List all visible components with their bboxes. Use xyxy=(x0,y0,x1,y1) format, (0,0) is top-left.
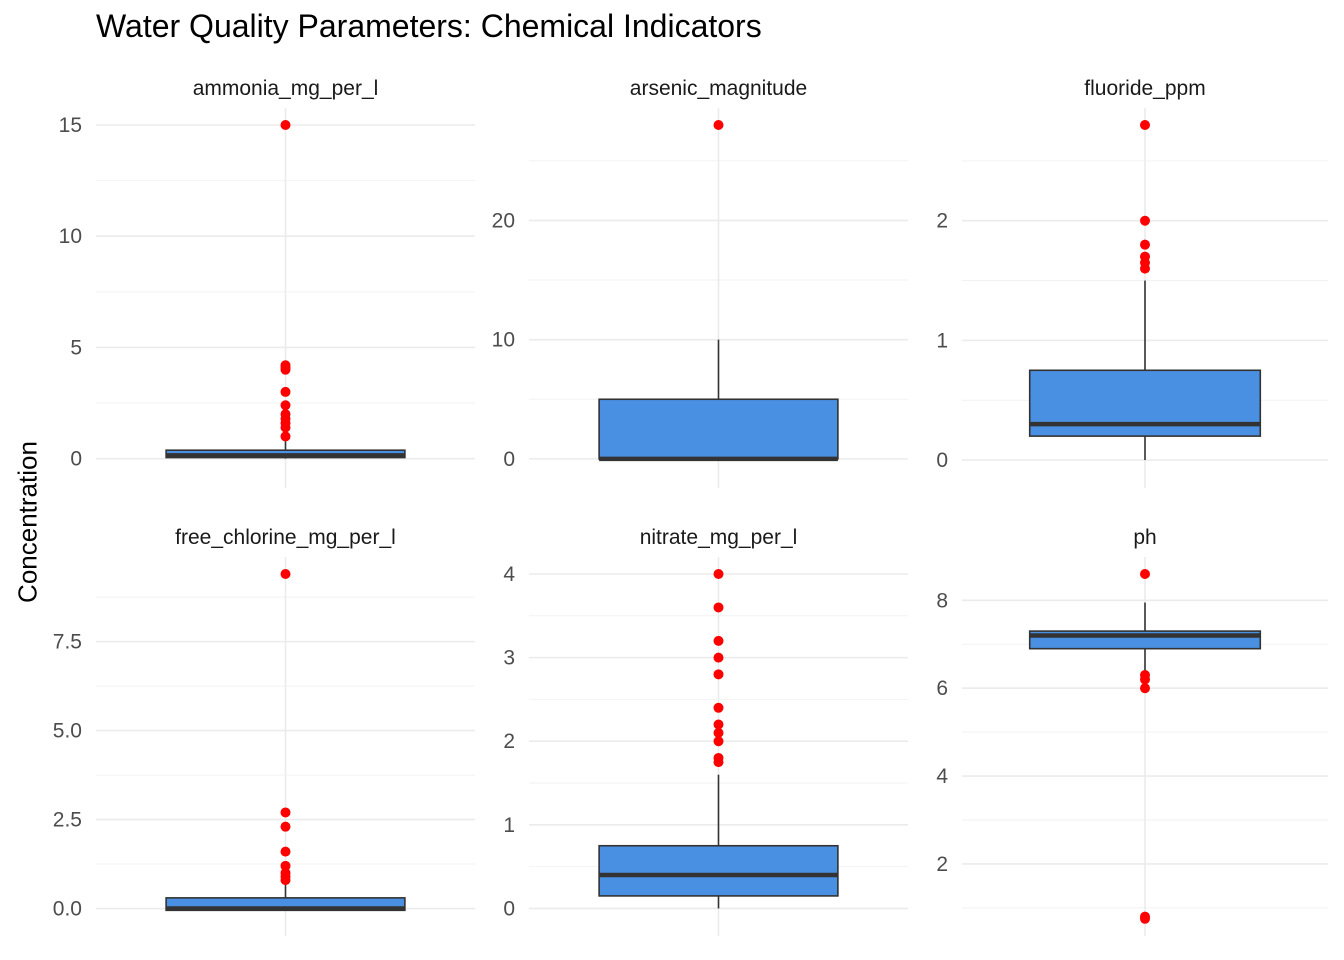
y-tick-label: 8 xyxy=(936,589,948,612)
box xyxy=(598,398,839,460)
y-tick-label: 0 xyxy=(503,897,515,920)
outlier-point xyxy=(1140,683,1150,694)
chart-title: Water Quality Parameters: Chemical Indic… xyxy=(96,8,762,44)
outlier-point xyxy=(280,386,291,397)
facet-nitrate_mg_per_l: nitrate_mg_per_l 0 1 2 3 4 xyxy=(503,526,908,936)
y-tick-label: 2 xyxy=(503,730,515,753)
outlier-point xyxy=(713,669,724,680)
y-tick-label: 1 xyxy=(936,329,948,352)
outlier-point xyxy=(280,422,291,433)
outlier-point xyxy=(1140,569,1150,579)
y-tick-label: 2 xyxy=(936,853,948,876)
y-tick-label: 0.0 xyxy=(53,898,82,921)
outlier-point xyxy=(1140,120,1150,130)
y-tick-label: 10 xyxy=(59,225,82,248)
y-tick-label: 10 xyxy=(492,329,515,352)
facet-ph: ph 2 4 6 8 xyxy=(936,526,1328,936)
facet-label: ammonia_mg_per_l xyxy=(193,77,379,100)
facet-label: nitrate_mg_per_l xyxy=(640,526,798,549)
facet-fluoride_ppm: fluoride_ppm 0 1 2 xyxy=(936,77,1328,488)
outlier-point xyxy=(1140,913,1150,924)
outlier-point xyxy=(1140,674,1150,685)
outlier-point xyxy=(713,120,724,130)
y-tick-label: 2 xyxy=(936,210,948,233)
outlier-point xyxy=(280,807,291,818)
y-tick-label: 1 xyxy=(503,814,515,837)
y-tick-label: 4 xyxy=(936,765,948,788)
y-tick-label: 5 xyxy=(70,336,82,359)
outlier-point xyxy=(1140,239,1150,250)
y-tick-label: 6 xyxy=(936,677,948,700)
outlier-point xyxy=(280,400,291,411)
outlier-point xyxy=(713,569,724,579)
facet-label: arsenic_magnitude xyxy=(630,77,807,100)
outlier-point xyxy=(713,652,724,663)
y-tick-label: 20 xyxy=(492,209,515,232)
outlier-point xyxy=(1140,263,1150,274)
facet-free_chlorine_mg_per_l: free_chlorine_mg_per_l 0.0 2.5 5.0 7.5 xyxy=(53,526,475,936)
y-tick-label: 2.5 xyxy=(53,809,82,832)
facet-label: ph xyxy=(1133,526,1156,549)
outlier-point xyxy=(280,821,291,832)
outlier-point xyxy=(280,875,291,886)
y-tick-label: 7.5 xyxy=(53,631,82,654)
outlier-point xyxy=(713,602,724,613)
y-tick-label: 0 xyxy=(503,448,515,471)
outlier-point xyxy=(713,727,724,738)
facet-ammonia_mg_per_l: ammonia_mg_per_l 0 5 10 15 xyxy=(59,77,475,488)
outlier-point xyxy=(713,635,724,646)
outlier-point xyxy=(280,431,291,442)
y-tick-label: 3 xyxy=(503,647,515,670)
y-tick-label: 5.0 xyxy=(53,720,82,743)
outlier-point xyxy=(1140,215,1150,226)
y-tick-label: 4 xyxy=(503,563,515,586)
outlier-point xyxy=(280,846,291,857)
outlier-point xyxy=(713,757,724,768)
facet-label: free_chlorine_mg_per_l xyxy=(175,526,396,549)
outlier-point xyxy=(280,860,291,871)
outlier-point xyxy=(713,719,724,730)
box xyxy=(598,844,839,897)
outlier-point xyxy=(280,569,291,579)
outlier-point xyxy=(713,702,724,713)
y-tick-label: 0 xyxy=(70,448,82,471)
y-tick-label: 15 xyxy=(59,114,82,137)
outlier-point xyxy=(280,364,291,375)
outlier-point xyxy=(280,120,291,130)
y-tick-label: 0 xyxy=(936,449,948,472)
outlier-point xyxy=(713,736,724,747)
facet-arsenic_magnitude: arsenic_magnitude 0 10 20 xyxy=(492,77,908,488)
facet-label: fluoride_ppm xyxy=(1084,77,1205,100)
